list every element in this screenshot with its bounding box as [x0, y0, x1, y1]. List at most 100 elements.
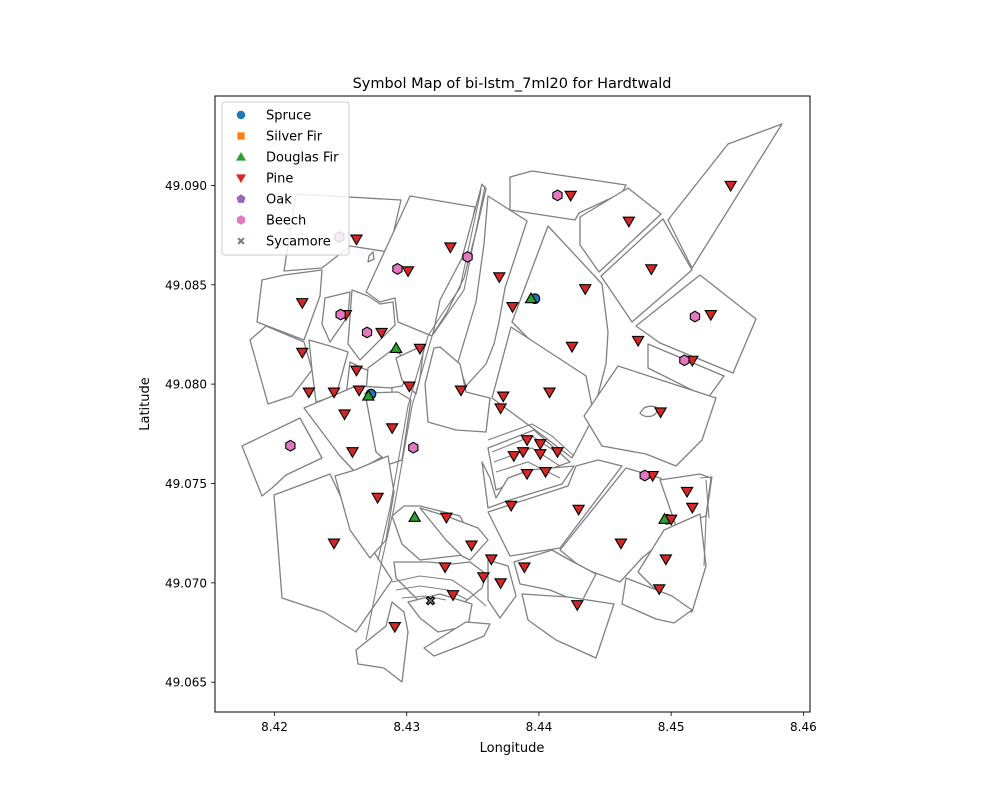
- pine-marker: [533, 449, 547, 461]
- beech-marker: [552, 189, 563, 202]
- legend-pine-label: Pine: [266, 172, 293, 187]
- pine-marker: [494, 578, 508, 590]
- douglas-fir-marker: [408, 510, 422, 522]
- pine-marker: [654, 407, 668, 419]
- pine-marker: [402, 381, 416, 393]
- pine-marker: [644, 264, 658, 276]
- pine-marker: [516, 447, 530, 459]
- pine-marker: [464, 540, 479, 552]
- legend-oak-swatch: [236, 194, 246, 203]
- legend-spruce-swatch: [236, 110, 246, 120]
- pine-marker: [385, 423, 399, 435]
- x-tick-label: 8.45: [658, 720, 685, 734]
- plot-area: [241, 123, 783, 683]
- pine-marker: [564, 190, 578, 203]
- pine-marker: [520, 468, 534, 481]
- pine-marker: [338, 409, 352, 421]
- pine-marker: [349, 365, 364, 377]
- legend-sycamore-swatch: [237, 237, 245, 245]
- x-tick-label: 8.46: [790, 720, 817, 734]
- legend-douglas-fir-swatch: [236, 152, 246, 161]
- y-tick-label: 49.065: [165, 676, 207, 690]
- y-tick-label: 49.070: [165, 576, 207, 590]
- y-tick-label: 49.075: [165, 477, 207, 491]
- legend-spruce-label: Spruce: [266, 109, 311, 124]
- legend-silver-fir-label: Silver Fir: [266, 130, 323, 145]
- pine-marker: [538, 466, 553, 479]
- chart-title: Symbol Map of bi-lstm_7ml20 for Hardtwal…: [353, 76, 672, 92]
- pine-marker: [438, 562, 452, 574]
- pine-marker: [704, 309, 718, 322]
- pine-marker: [570, 600, 584, 612]
- pine-marker: [494, 403, 508, 415]
- y-tick-label: 49.080: [165, 378, 207, 392]
- pine-marker: [345, 447, 360, 459]
- pine-marker: [533, 439, 547, 451]
- beech-marker: [408, 441, 419, 454]
- beech-marker: [462, 250, 473, 263]
- x-axis: 8.42 8.43 8.44 8.45 8.46: [261, 712, 817, 734]
- legend-oak-label: Oak: [266, 193, 292, 208]
- pine-marker: [371, 492, 385, 505]
- pine-marker: [520, 435, 534, 447]
- beech-marker: [639, 469, 650, 482]
- legend-sycamore-label: Sycamore: [266, 235, 331, 250]
- pine-marker: [652, 584, 666, 596]
- legend-pine-swatch: [236, 174, 246, 183]
- legend-silver-fir-swatch: [237, 132, 245, 140]
- douglas-fir-marker: [389, 341, 403, 353]
- x-tick-label: 8.42: [261, 720, 288, 734]
- beech-marker: [689, 310, 701, 323]
- beech-marker: [679, 354, 690, 367]
- pine-marker: [507, 451, 521, 463]
- pine-marker: [496, 391, 510, 403]
- pine-marker: [443, 242, 457, 254]
- beech-marker: [285, 439, 296, 452]
- pine-marker: [565, 341, 579, 354]
- y-axis: 49.065 49.070 49.075 49.080 49.085 49.090: [165, 179, 215, 690]
- pine-marker: [349, 234, 364, 246]
- y-tick-label: 49.090: [165, 179, 207, 193]
- pine-marker: [401, 266, 415, 278]
- pine-marker: [446, 590, 460, 602]
- pine-marker: [375, 327, 389, 340]
- y-axis-label: Latitude: [138, 377, 153, 431]
- pine-marker: [572, 504, 586, 517]
- pine-marker: [680, 486, 694, 499]
- pine-marker: [622, 216, 636, 228]
- forest-stand-polygons: [241, 123, 783, 683]
- legend-beech-label: Beech: [266, 214, 306, 229]
- douglas-fir-marker: [361, 389, 375, 401]
- pine-marker: [614, 538, 628, 550]
- pine-marker: [327, 387, 341, 399]
- pine-marker: [413, 343, 427, 356]
- sycamore-marker: [425, 595, 436, 606]
- pine-marker: [492, 272, 506, 284]
- legend: Spruce Silver Fir Douglas Fir Pine Oak Beech S…: [221, 101, 350, 256]
- pine-marker: [295, 347, 309, 360]
- pine-marker: [388, 621, 402, 634]
- legend-beech-swatch: [236, 215, 246, 225]
- pine-marker: [724, 180, 738, 193]
- tree-markers: [285, 180, 738, 634]
- axes-frame: [214, 95, 811, 713]
- pine-marker: [302, 387, 316, 399]
- pine-marker: [550, 447, 565, 459]
- pine-marker: [454, 385, 468, 397]
- x-axis-label: Longitude: [480, 741, 545, 756]
- pine-marker: [542, 387, 557, 399]
- beech-marker: [361, 326, 373, 339]
- beech-marker: [392, 262, 403, 275]
- pine-marker: [659, 554, 673, 566]
- pine-marker: [505, 302, 520, 314]
- beech-marker: [335, 308, 346, 321]
- x-tick-label: 8.43: [393, 720, 420, 734]
- pine-marker: [327, 538, 341, 550]
- pine-marker: [439, 512, 453, 524]
- pine-marker: [504, 500, 518, 513]
- douglas-fir-marker: [524, 291, 538, 304]
- legend-box: [221, 101, 350, 256]
- pine-marker: [631, 335, 645, 348]
- pine-marker: [352, 385, 366, 397]
